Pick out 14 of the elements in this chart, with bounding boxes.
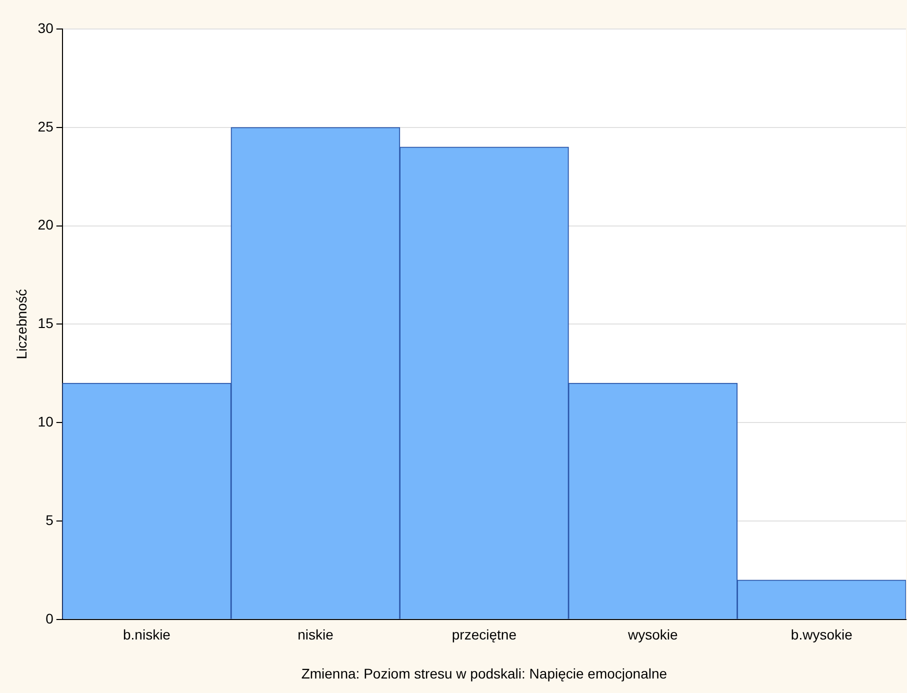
- y-tick-label: 25: [38, 118, 54, 134]
- y-tick-label: 30: [38, 20, 54, 36]
- y-tick-label: 0: [46, 610, 54, 626]
- x-axis-title: Zmienna: Poziom stresu w podskali: Napięcie emocjonalne: [301, 665, 668, 682]
- y-tick-label: 20: [38, 216, 54, 233]
- x-tick-label: niskie: [298, 626, 334, 643]
- y-tick-label: 5: [46, 512, 54, 528]
- x-tick-label: b.niskie: [123, 626, 171, 643]
- x-tick-label: b.wysokie: [790, 626, 853, 643]
- y-axis-title: Liczebność: [13, 289, 30, 360]
- x-tick-label: wysokie: [627, 626, 678, 643]
- x-tick-label: przeciętne: [452, 626, 517, 643]
- y-tick-label: 15: [38, 315, 54, 332]
- y-tick-label: 10: [38, 413, 54, 430]
